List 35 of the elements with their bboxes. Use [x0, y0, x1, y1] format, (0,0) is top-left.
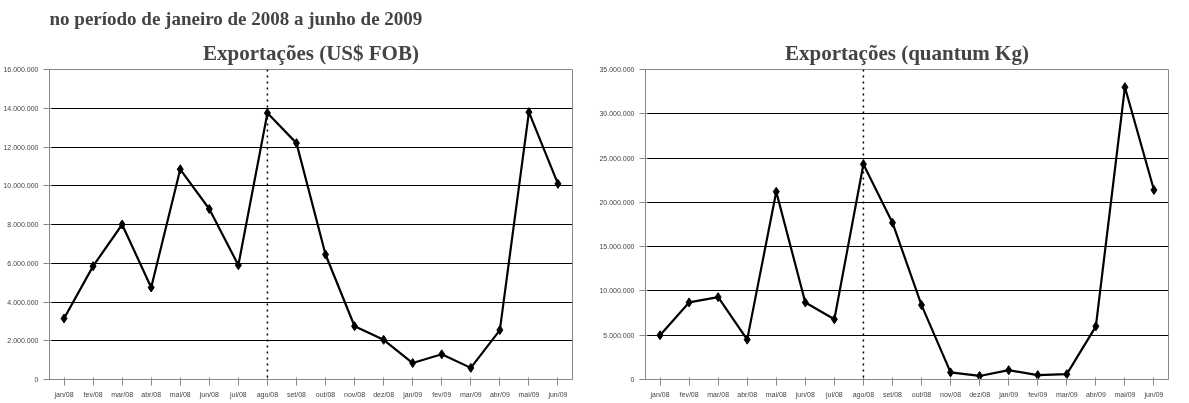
point	[554, 178, 562, 189]
point	[176, 164, 184, 175]
point	[1005, 365, 1013, 376]
point	[947, 367, 955, 378]
point	[801, 297, 809, 308]
point	[1063, 369, 1071, 380]
point	[496, 325, 504, 336]
point	[351, 321, 359, 332]
chart-title: Exportações (quantum Kg)	[785, 40, 1029, 65]
point	[409, 358, 417, 369]
point	[918, 300, 926, 311]
point	[1034, 370, 1042, 380]
point	[89, 261, 97, 272]
point	[976, 370, 984, 380]
point	[525, 107, 533, 118]
point	[888, 217, 896, 228]
point	[147, 282, 155, 293]
chart-title: Exportações (US$ FOB)	[203, 40, 419, 65]
point	[60, 313, 68, 324]
point	[1150, 184, 1158, 195]
point	[830, 314, 838, 325]
point	[263, 108, 271, 119]
point	[380, 334, 388, 345]
point	[205, 204, 213, 214]
point	[322, 249, 330, 260]
point	[467, 362, 475, 373]
point	[438, 349, 446, 360]
point	[1092, 321, 1100, 332]
text: no período de janeiro de 2008 a junho de 2009	[49, 7, 423, 29]
point	[685, 297, 693, 308]
point	[656, 330, 664, 341]
point	[714, 292, 722, 303]
point	[859, 159, 867, 170]
point	[118, 219, 126, 230]
point	[234, 260, 242, 271]
